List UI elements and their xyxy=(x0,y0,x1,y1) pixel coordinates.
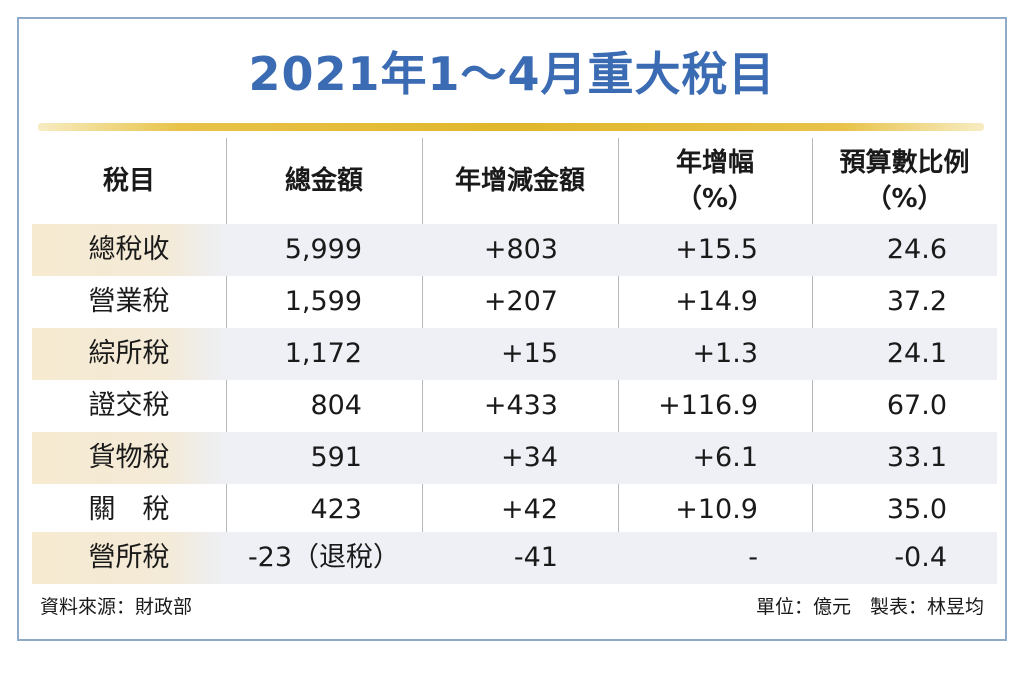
header-label: 年增減金額 xyxy=(454,166,585,196)
yoy-change: +207 xyxy=(483,286,558,317)
total-amount: 1,172 xyxy=(284,338,362,369)
budget-ratio: 35.0 xyxy=(886,494,947,525)
header-unit: （%） xyxy=(865,184,944,214)
total-amount: -23（退稅） xyxy=(247,542,401,573)
table-row: 關 稅 423 +42 +10.9 35.0 xyxy=(32,484,997,536)
table-row: 營所稅 -23（退稅） -41 - -0.4 xyxy=(32,532,997,584)
budget-ratio: 33.1 xyxy=(886,442,947,473)
header-label: 預算數比例 xyxy=(839,148,970,178)
growth-rate: +6.1 xyxy=(692,442,758,473)
growth-rate: +14.9 xyxy=(675,286,758,317)
yoy-change: -41 xyxy=(513,542,558,573)
header-label: 總金額 xyxy=(284,166,363,196)
tax-name: 營所稅 xyxy=(32,532,226,584)
header-budget-ratio: 預算數比例 （%） xyxy=(812,138,997,224)
header-label: 稅目 xyxy=(102,166,155,196)
tax-name: 總稅收 xyxy=(32,224,226,276)
budget-ratio: -0.4 xyxy=(894,542,947,573)
growth-rate: +116.9 xyxy=(658,390,758,421)
header-total-amount: 總金額 xyxy=(226,138,422,224)
total-amount: 423 xyxy=(310,494,362,525)
table-row: 總稅收 5,999 +803 +15.5 24.6 xyxy=(32,224,997,276)
tax-name: 貨物稅 xyxy=(32,432,226,484)
table-row: 證交稅 804 +433 +116.9 67.0 xyxy=(32,380,997,432)
header-yoy-change: 年增減金額 xyxy=(422,138,618,224)
budget-ratio: 24.1 xyxy=(886,338,947,369)
header-tax-item: 稅目 xyxy=(32,138,226,224)
total-amount: 5,999 xyxy=(284,234,362,265)
growth-rate: - xyxy=(748,542,758,573)
title-divider xyxy=(38,123,984,131)
growth-rate: +1.3 xyxy=(692,338,758,369)
budget-ratio: 37.2 xyxy=(886,286,947,317)
table-row: 營業稅 1,599 +207 +14.9 37.2 xyxy=(32,276,997,328)
header-label: 年增幅 xyxy=(675,148,754,178)
tax-name: 綜所稅 xyxy=(32,328,226,380)
total-amount: 1,599 xyxy=(284,286,362,317)
yoy-change: +34 xyxy=(501,442,558,473)
total-amount: 804 xyxy=(310,390,362,421)
budget-ratio: 24.6 xyxy=(886,234,947,265)
table-row: 貨物稅 591 +34 +6.1 33.1 xyxy=(32,432,997,484)
tax-name: 營業稅 xyxy=(88,286,170,317)
yoy-change: +433 xyxy=(483,390,558,421)
tax-name: 證交稅 xyxy=(88,390,170,421)
header-growth-rate: 年增幅 （%） xyxy=(618,138,812,224)
table-row: 綜所稅 1,172 +15 +1.3 24.1 xyxy=(32,328,997,380)
page-title: 2021年1～4月重大稅目 xyxy=(248,47,776,101)
unit-author-note: 單位：億元 製表：林昱均 xyxy=(755,596,984,618)
growth-rate: +10.9 xyxy=(675,494,758,525)
growth-rate: +15.5 xyxy=(675,234,758,265)
header-unit: （%） xyxy=(675,184,755,214)
source-note: 資料來源：財政部 xyxy=(40,596,193,618)
total-amount: 591 xyxy=(310,442,362,473)
yoy-change: +42 xyxy=(501,494,558,525)
tax-name: 關 稅 xyxy=(88,494,170,525)
yoy-change: +803 xyxy=(483,234,558,265)
yoy-change: +15 xyxy=(501,338,558,369)
budget-ratio: 67.0 xyxy=(886,390,947,421)
